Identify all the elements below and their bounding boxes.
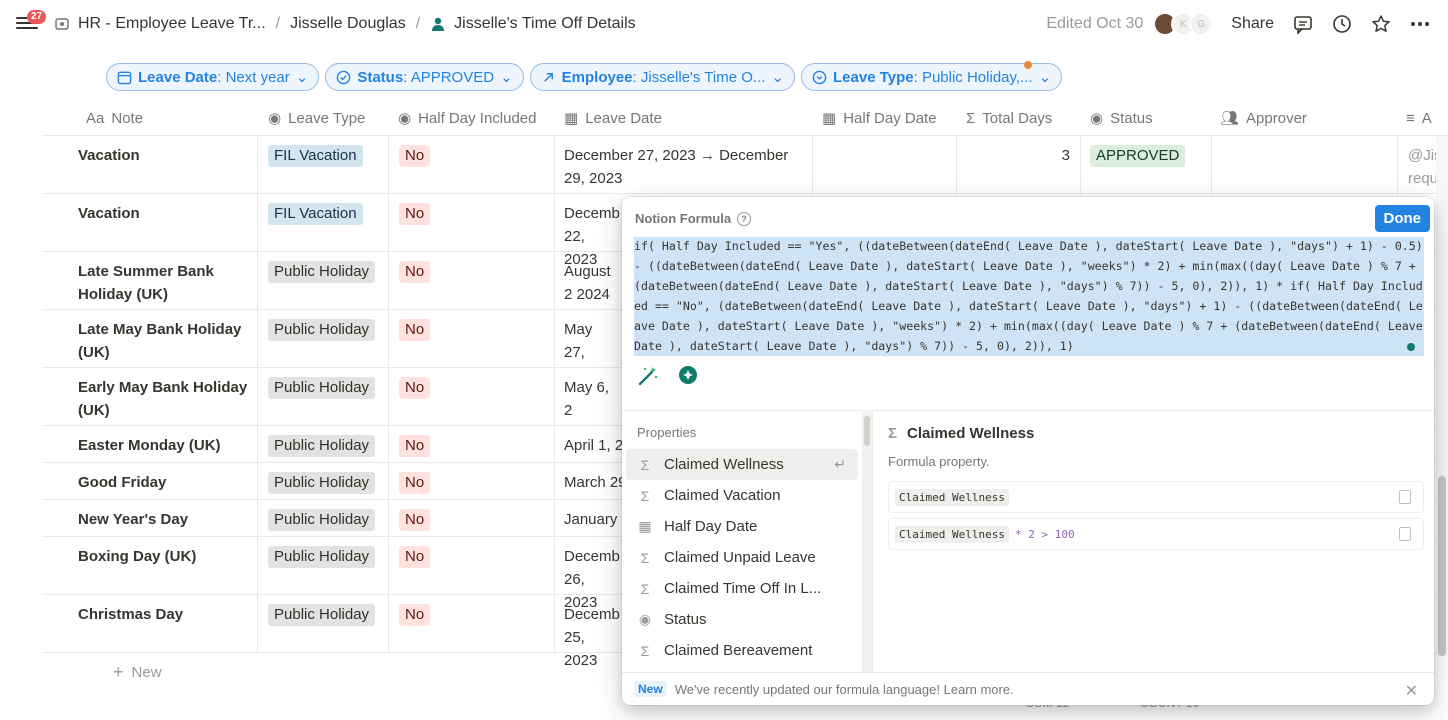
text-lines-icon: ≡ bbox=[1406, 109, 1415, 127]
property-item-claimed-unpaid-leave[interactable]: Σ Claimed Unpaid Leave bbox=[626, 542, 858, 573]
chevron-down-icon: ⌄ bbox=[500, 69, 513, 86]
add-row-button[interactable]: + New bbox=[113, 662, 162, 682]
more-icon[interactable] bbox=[1409, 13, 1431, 35]
page-scrollbar[interactable] bbox=[1436, 136, 1448, 656]
column-leave-type[interactable]: ◉ Leave Type bbox=[268, 109, 366, 128]
column-half-day-date[interactable]: ▦ Half Day Date bbox=[822, 109, 937, 128]
formula-editor-title: Notion Formula ? bbox=[635, 211, 752, 226]
help-icon[interactable]: ? bbox=[737, 211, 752, 226]
sigma-icon: Σ bbox=[640, 580, 650, 597]
column-extra[interactable]: ≡ A bbox=[1406, 109, 1432, 127]
column-approver[interactable]: 👥︎ Approver bbox=[1220, 109, 1307, 128]
unsaved-filter-dot bbox=[1024, 61, 1032, 69]
formula-valid-indicator bbox=[1407, 343, 1415, 351]
filter-leave-type[interactable]: Leave Type: Public Holiday,... ⌄ bbox=[801, 63, 1063, 91]
copy-icon[interactable] bbox=[1399, 527, 1411, 541]
properties-list: Σ Claimed Wellness ↵ Σ Claimed Vacation ▦ Ha… bbox=[626, 449, 858, 666]
property-item-half-day-date[interactable]: ▦ Half Day Date bbox=[638, 518, 758, 535]
table-row[interactable]: Boxing Day (UK) Public Holiday No Decemb… bbox=[42, 537, 1448, 611]
sigma-icon: Σ bbox=[640, 642, 650, 659]
new-badge: New bbox=[634, 681, 667, 697]
property-item-claimed-vacation[interactable]: Σ Claimed Vacation bbox=[626, 480, 858, 511]
column-note[interactable]: Aa Note bbox=[86, 109, 144, 127]
ai-wand-icon[interactable] bbox=[634, 362, 662, 390]
table-row[interactable]: Late Summer Bank Holiday (UK) Public Hol… bbox=[42, 252, 1448, 310]
formula-input[interactable]: if( Half Day Included == "Yes", ((dateBe… bbox=[634, 237, 1424, 357]
table-row[interactable]: Good Friday Public Holiday No March 29 bbox=[42, 463, 1448, 500]
select-icon: ◉ bbox=[398, 110, 412, 127]
avatar: G bbox=[1189, 12, 1214, 36]
chevron-down-icon: ⌄ bbox=[295, 69, 309, 86]
enter-key-icon: ↵ bbox=[834, 456, 846, 472]
example-snippet[interactable]: Claimed Wellness * 2 > 100 bbox=[888, 518, 1424, 550]
breadcrumb-item-employee[interactable]: Jisselle Douglas bbox=[290, 15, 406, 32]
breadcrumb: HR - Employee Leave Tr... / Jisselle Dou… bbox=[54, 0, 636, 48]
filter-employee[interactable]: Employee: Jisselle's Time O... ⌄ bbox=[529, 63, 795, 91]
ai-suggest-icon[interactable] bbox=[674, 362, 702, 390]
filter-status[interactable]: Status: APPROVED ⌄ bbox=[325, 63, 524, 91]
calendar-icon: ▦ bbox=[638, 518, 652, 534]
relation-arrow-icon bbox=[543, 72, 553, 82]
filter-bar: Leave Date: Next year ⌄ Status: APPROVED… bbox=[106, 63, 1063, 91]
star-icon[interactable] bbox=[1370, 13, 1392, 35]
property-item-claimed-time-off[interactable]: Σ Claimed Time Off In L... bbox=[626, 573, 858, 604]
breadcrumb-item-page[interactable]: Jisselle's Time Off Details bbox=[430, 15, 636, 33]
property-item-claimed-bereavement[interactable]: Σ Claimed Bereavement bbox=[626, 635, 858, 666]
person-icon bbox=[432, 17, 445, 31]
table-row[interactable]: Vacation FIL Vacation No December 27, 20… bbox=[42, 136, 1448, 194]
column-leave-date[interactable]: ▦ Leave Date bbox=[564, 109, 662, 128]
properties-scrollbar[interactable] bbox=[862, 410, 872, 672]
sigma-icon: Σ bbox=[640, 487, 650, 504]
database-icon bbox=[55, 18, 69, 30]
table-row[interactable]: Christmas Day Public Holiday No Decemb 2… bbox=[42, 595, 1448, 669]
edited-timestamp: Edited Oct 30 bbox=[1046, 15, 1144, 32]
people-icon: 👥︎ bbox=[1220, 110, 1240, 127]
avatar-group[interactable]: K G bbox=[1153, 12, 1214, 36]
sigma-icon: Σ bbox=[966, 109, 976, 127]
example-snippet[interactable]: Claimed Wellness bbox=[888, 481, 1424, 513]
top-bar: 27 HR - Employee Leave Tr... / Jisselle … bbox=[0, 0, 1448, 48]
notification-badge: 27 bbox=[27, 10, 47, 24]
share-button[interactable]: Share bbox=[1231, 15, 1274, 32]
breadcrumb-item-hr[interactable]: HR - Employee Leave Tr... bbox=[54, 15, 266, 33]
filter-leave-date[interactable]: Leave Date: Next year ⌄ bbox=[106, 63, 320, 91]
formula-editor-popup: Notion Formula ? Done if( Half Day Inclu… bbox=[622, 197, 1434, 705]
chevron-down-icon: ⌄ bbox=[1038, 69, 1052, 86]
column-status[interactable]: ◉ Status bbox=[1090, 109, 1153, 128]
column-half-day-included[interactable]: ◉ Half Day Included bbox=[398, 109, 537, 128]
calendar-icon bbox=[117, 71, 132, 84]
sigma-icon: Σ bbox=[888, 425, 898, 442]
calendar-icon: ▦ bbox=[822, 110, 837, 127]
comment-icon[interactable] bbox=[1292, 13, 1314, 35]
property-item-claimed-wellness[interactable]: Σ Claimed Wellness ↵ bbox=[626, 449, 858, 480]
copy-icon[interactable] bbox=[1399, 490, 1411, 504]
status-icon bbox=[337, 70, 351, 84]
sigma-icon: Σ bbox=[640, 456, 650, 473]
property-detail-panel: Σ Claimed Wellness Formula property. Clai… bbox=[888, 425, 1424, 550]
plus-icon: + bbox=[113, 662, 124, 682]
chevron-down-icon: ⌄ bbox=[771, 69, 784, 86]
text-icon: Aa bbox=[86, 109, 105, 127]
column-total-days[interactable]: Σ Total Days bbox=[966, 109, 1053, 127]
properties-heading: Properties bbox=[637, 425, 697, 440]
learn-more-link[interactable]: We've recently updated our formula langu… bbox=[674, 681, 1014, 697]
history-icon[interactable] bbox=[1331, 13, 1353, 35]
formula-update-banner: New We've recently updated our formula l… bbox=[622, 672, 1434, 705]
select-icon: ◉ bbox=[268, 110, 282, 127]
table-row[interactable]: Easter Monday (UK) Public Holiday No Apr… bbox=[42, 426, 1448, 463]
status-icon: ◉ bbox=[1090, 110, 1104, 127]
table-header: Aa Note ◉ Leave Type ◉ Half Day Included ▦ L… bbox=[42, 100, 1448, 136]
property-item-status[interactable]: ◉ Status bbox=[638, 611, 707, 628]
sigma-icon: Σ bbox=[640, 549, 650, 566]
calendar-icon: ▦ bbox=[564, 110, 579, 127]
done-button[interactable]: Done bbox=[1374, 205, 1430, 232]
select-icon bbox=[812, 70, 827, 84]
status-icon: ◉ bbox=[638, 611, 652, 627]
close-icon[interactable]: ✕ bbox=[1404, 683, 1418, 700]
